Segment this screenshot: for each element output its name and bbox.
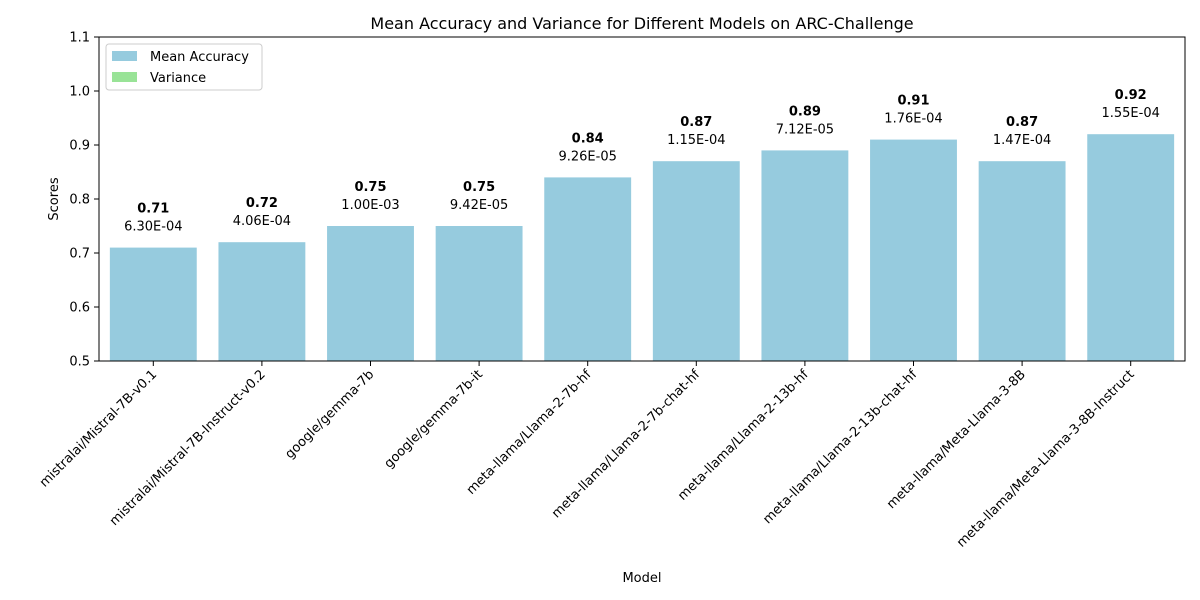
y-tick-label: 1.0 [69, 85, 90, 100]
y-tick-label: 1.1 [69, 31, 90, 46]
data-label-variance: 9.42E-05 [450, 198, 508, 213]
data-label-variance: 6.30E-04 [124, 220, 182, 235]
data-label-mean-accuracy: 0.75 [354, 180, 386, 195]
x-tick-label: meta-llama/Llama-2-7b-hf [464, 367, 595, 498]
data-label-mean-accuracy: 0.91 [897, 94, 929, 109]
data-label-variance: 9.26E-05 [558, 149, 616, 164]
bar-mean-accuracy [327, 226, 414, 361]
bar-mean-accuracy [978, 161, 1066, 361]
bar-mean-accuracy [1087, 134, 1175, 361]
bar-mean-accuracy [761, 150, 849, 361]
legend: Mean Accuracy Variance [105, 43, 263, 91]
y-tick-label: 0.9 [69, 139, 90, 154]
data-label-mean-accuracy: 0.71 [137, 202, 169, 217]
data-label-variance: 1.47E-04 [993, 133, 1051, 148]
chart-title: Mean Accuracy and Variance for Different… [370, 14, 913, 33]
data-label-variance: 1.15E-04 [667, 133, 725, 148]
y-tick-label: 0.7 [69, 247, 90, 262]
data-label-variance: 1.00E-03 [341, 198, 399, 213]
data-label-mean-accuracy: 0.92 [1115, 88, 1147, 103]
bar-mean-accuracy [109, 247, 197, 361]
data-label-mean-accuracy: 0.89 [789, 104, 821, 119]
bar-mean-accuracy [218, 242, 306, 361]
bar-mean-accuracy [652, 161, 740, 361]
legend-frame [105, 43, 263, 91]
plot-area: 0.71 6.30E-04 mistralai/Mistral-7B-v0.1 0.7… [37, 31, 1186, 551]
y-tick-label: 0.8 [69, 193, 90, 208]
data-label-mean-accuracy: 0.84 [572, 131, 604, 146]
data-label-variance: 4.06E-04 [233, 214, 291, 229]
data-label-variance: 1.76E-04 [884, 112, 942, 127]
bar-mean-accuracy [544, 177, 632, 361]
data-label-mean-accuracy: 0.75 [463, 180, 495, 195]
bar-mean-accuracy [870, 139, 957, 361]
x-tick-label: meta-llama/Llama-2-13b-hf [675, 367, 812, 504]
x-tick-label: google/gemma-7b [282, 367, 377, 462]
data-label-mean-accuracy: 0.72 [246, 196, 278, 211]
data-label-variance: 7.12E-05 [776, 122, 834, 137]
legend-swatch-mean-accuracy [112, 51, 137, 61]
y-tick-label: 0.5 [69, 355, 90, 370]
y-tick-label: 0.6 [69, 301, 90, 316]
x-tick-label: meta-llama/Meta-Llama-3-8B-Instruct [954, 367, 1137, 550]
data-label-variance: 1.55E-04 [1101, 106, 1159, 121]
legend-swatch-variance [112, 72, 137, 82]
y-axis-label: Scores [47, 177, 62, 220]
legend-label-mean-accuracy: Mean Accuracy [150, 50, 249, 65]
data-label-mean-accuracy: 0.87 [1006, 115, 1038, 130]
axes-frame [98, 36, 1186, 362]
x-tick-label: google/gemma-7b-it [382, 367, 486, 471]
bar-mean-accuracy [435, 226, 523, 361]
data-label-mean-accuracy: 0.87 [680, 115, 712, 130]
x-axis-label: Model [622, 571, 661, 586]
legend-label-variance: Variance [150, 71, 206, 86]
x-tick-label: mistralai/Mistral-7B-v0.1 [37, 367, 160, 490]
